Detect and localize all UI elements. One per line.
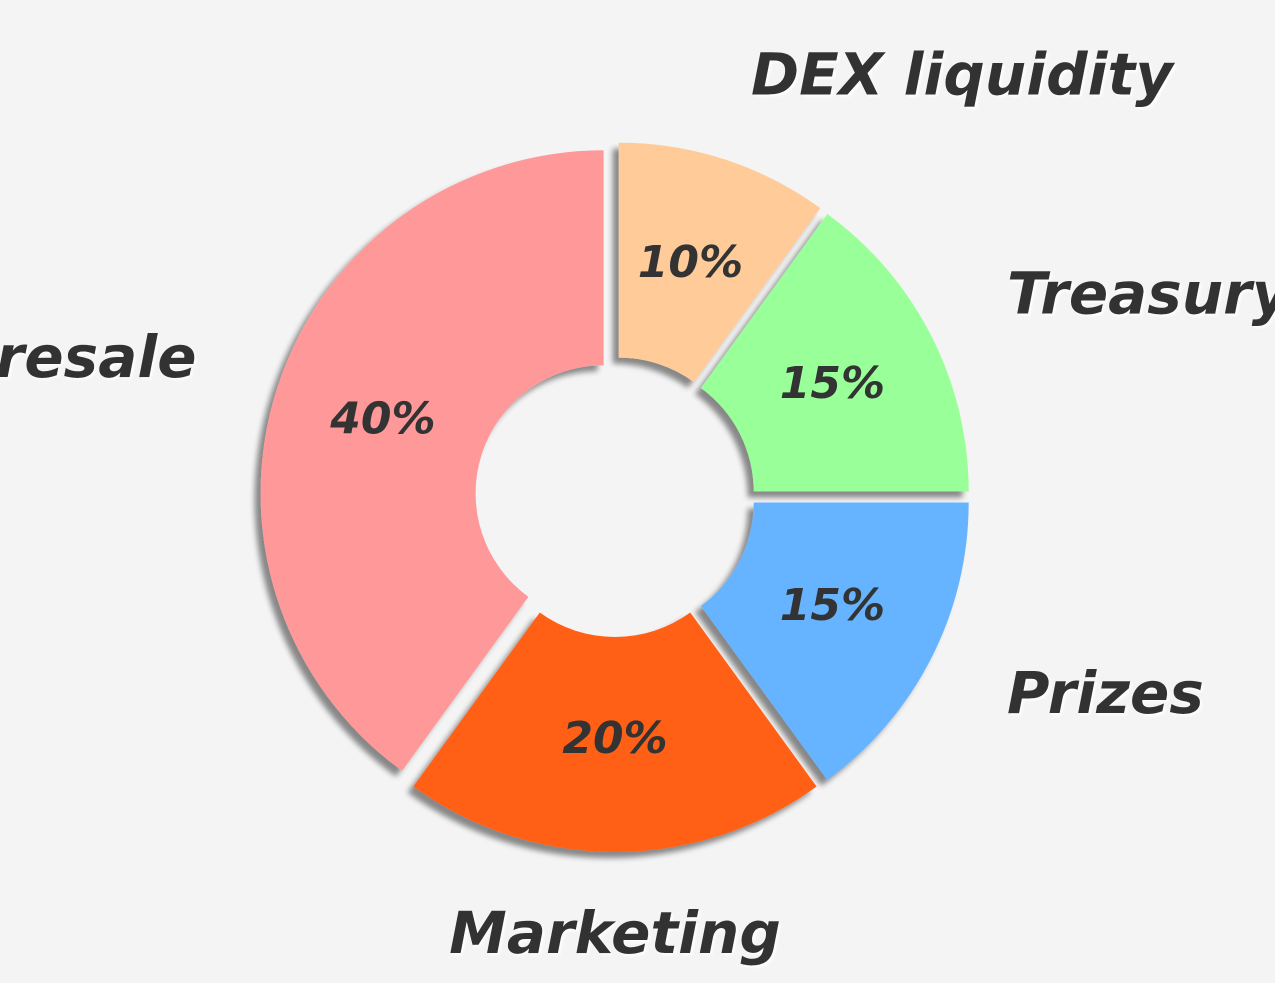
slices-layer <box>260 142 969 852</box>
slice-treasury <box>700 214 969 492</box>
pct-label-treasury: 15% <box>780 358 885 409</box>
pct-label-prizes: 15% <box>780 580 885 631</box>
slice-marketing <box>413 612 817 852</box>
pct-label-presale: 40% <box>329 394 435 445</box>
pct-label-marketing: 20% <box>562 713 667 764</box>
slice-dex-liquidity <box>618 142 821 383</box>
category-label-dex-liquidity: DEX liquidity <box>751 41 1175 109</box>
slice-prizes <box>700 502 969 780</box>
category-label-marketing: Marketing <box>449 899 781 967</box>
labels-layer: 10% DEX liquidity 15% Treasury 15% Prizes 20% M… <box>0 41 1275 967</box>
slice-presale <box>260 150 604 771</box>
category-label-prizes: Prizes <box>1007 659 1204 727</box>
pct-label-dex-liquidity: 10% <box>638 237 743 288</box>
category-label-treasury: Treasury <box>1007 259 1275 327</box>
category-label-presale: Presale <box>0 323 197 391</box>
